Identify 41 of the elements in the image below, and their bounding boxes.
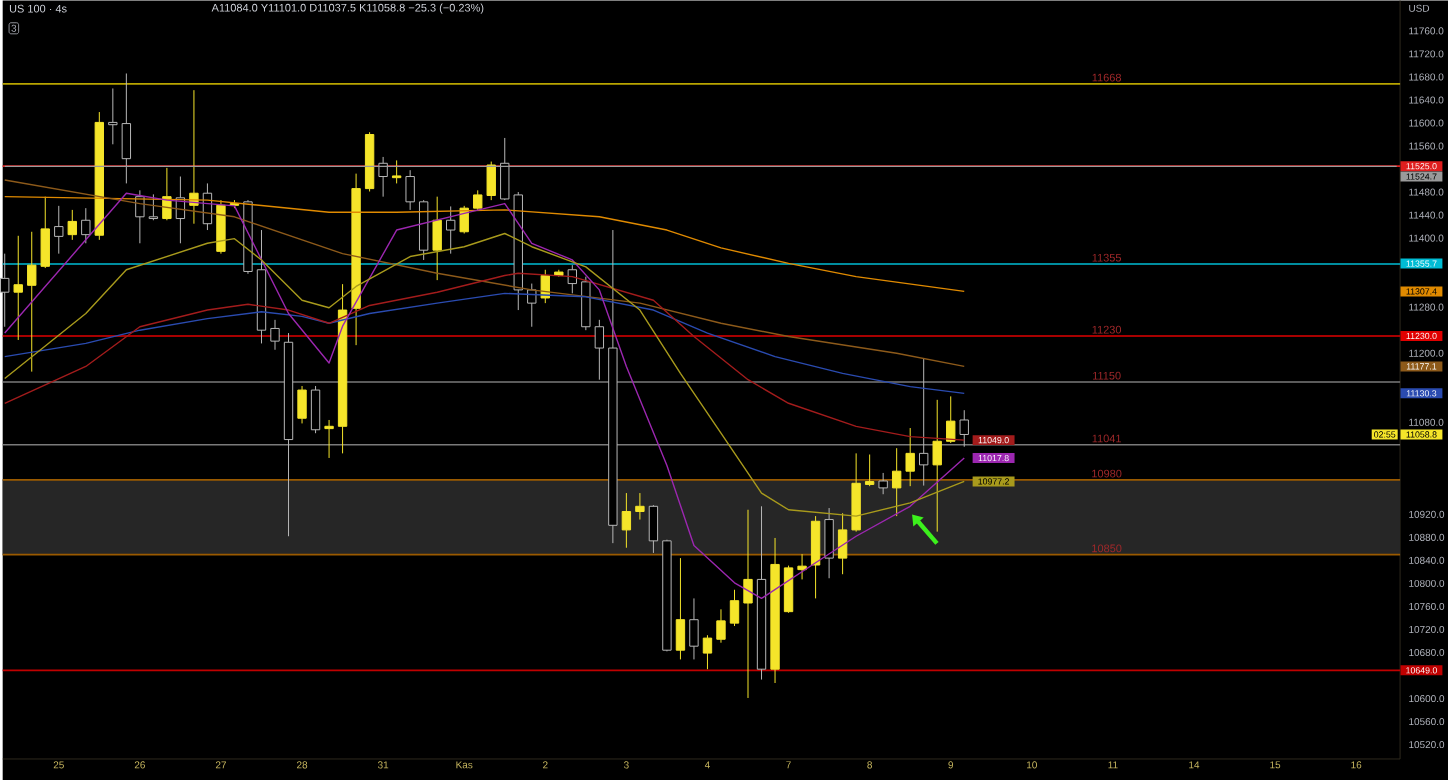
candlestick [743,508,753,699]
candlestick [689,597,699,660]
candlestick [67,208,77,240]
candlestick [932,398,942,532]
candlestick [121,72,132,184]
candlestick [324,419,334,458]
candlestick [108,87,118,145]
candlestick [270,318,280,350]
line-series [4,232,965,517]
candlestick [432,195,442,281]
candlestick [216,199,226,254]
candlestick [864,453,875,487]
candlestick [810,515,821,599]
candlestick [756,505,767,680]
candlestick [13,234,23,341]
candlestick [608,229,618,544]
candlestick [959,409,969,447]
candlestick [946,395,956,444]
candlestick [297,385,307,424]
candlestick [337,283,348,454]
candlestick [675,557,686,660]
candlestick [378,155,388,197]
candlestick [919,357,929,486]
candlestick [716,608,726,643]
candlestick [635,492,645,520]
candlestick [283,332,294,537]
candlestick [256,229,267,344]
line-series [4,192,965,599]
candlestick [351,172,361,346]
candlestick [729,588,740,627]
candlestick [824,507,834,579]
line-series [4,178,965,367]
candlestick [648,505,659,553]
candlestick [94,111,105,240]
line-series [4,272,965,441]
candlestick [770,537,780,684]
candlestick [54,204,64,254]
candlestick [851,452,861,532]
line-series [4,195,965,292]
candlestick [621,492,632,548]
candlestick [405,169,415,210]
